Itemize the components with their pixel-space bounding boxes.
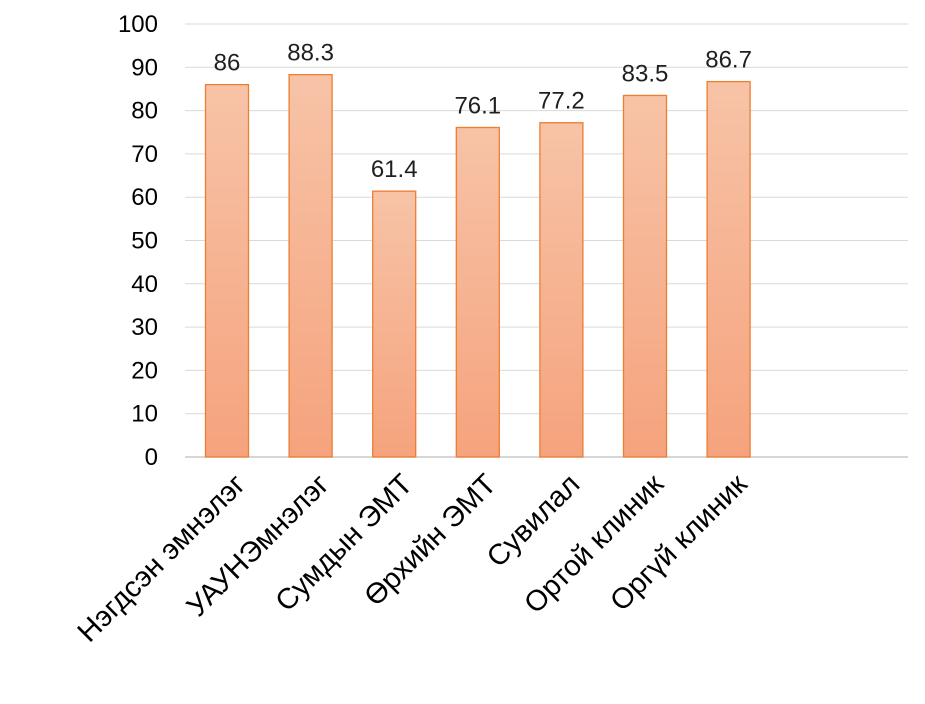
bar: [372, 190, 417, 458]
data-label: 86: [214, 50, 241, 77]
y-tick-label: 20: [131, 357, 158, 384]
y-tick-label: 50: [131, 228, 158, 255]
data-label: 61.4: [371, 156, 418, 183]
data-label: 83.5: [622, 60, 669, 87]
y-tick-label: 100: [118, 11, 158, 38]
y-tick-label: 10: [131, 401, 158, 428]
bar: [288, 74, 333, 458]
y-tick-label: 0: [145, 444, 158, 471]
y-tick-label: 60: [131, 184, 158, 211]
bar: [622, 94, 668, 458]
data-label: 86.7: [705, 47, 752, 74]
y-tick-label: 40: [131, 271, 158, 298]
y-tick-label: 70: [131, 141, 158, 168]
bars: [204, 74, 751, 458]
y-tick-label: 80: [131, 98, 158, 125]
data-label: 77.2: [538, 88, 585, 115]
data-label: 88.3: [287, 40, 334, 67]
bar: [455, 126, 500, 458]
y-axis-ticks: 0 10 20 30 40 50 60 70 80 90 100: [118, 11, 158, 471]
y-tick-label: 90: [131, 54, 158, 81]
bar: [539, 122, 584, 458]
bar: [706, 80, 751, 458]
data-label: 76.1: [454, 92, 501, 119]
bar: [204, 83, 250, 458]
y-tick-label: 30: [131, 314, 158, 341]
data-labels: 86 88.3 61.4 76.1 77.2 83.5 86.7: [214, 40, 752, 183]
x-category-label: УАУНЭмнэлэг: [181, 468, 336, 623]
